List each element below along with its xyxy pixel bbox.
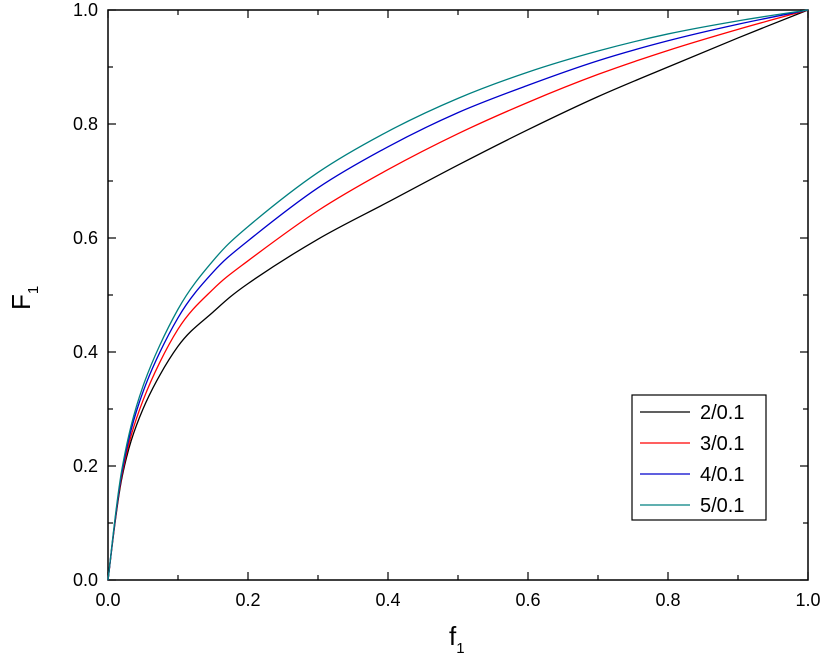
x-tick-label: 0.0: [95, 590, 120, 610]
x-tick-label: 0.2: [235, 590, 260, 610]
y-axis-title: F1: [6, 286, 42, 310]
y-tick-label: 0.2: [73, 456, 98, 476]
y-tick-label: 0.8: [73, 114, 98, 134]
y-tick-label: 0.6: [73, 228, 98, 248]
series-lines: [107, 9, 809, 581]
x-tick-label: 0.6: [515, 590, 540, 610]
legend-box: [631, 394, 767, 521]
series-line-1: [107, 9, 809, 581]
y-tick-label: 0.0: [73, 570, 98, 590]
tick-labels: 0.0 0.2 0.4 0.6 0.8 1.0 0.0 0.2 0.4 0.6 0.8 1.0: [73, 0, 821, 610]
x-axis-title: f1: [449, 621, 465, 657]
legend-label: 4/0.1: [700, 464, 744, 486]
x-tick-label: 0.4: [375, 590, 400, 610]
series-line-3: [107, 9, 809, 581]
y-tick-label: 0.4: [73, 342, 98, 362]
series-line-4: [107, 9, 809, 581]
legend: 2/0.1 3/0.1 4/0.1 5/0.1: [631, 394, 767, 521]
x-tick-label: 1.0: [795, 590, 820, 610]
legend-label: 2/0.1: [700, 402, 744, 424]
y-tick-label: 1.0: [73, 0, 98, 20]
series-line-2: [107, 9, 809, 581]
legend-label: 3/0.1: [700, 433, 744, 455]
legend-label: 5/0.1: [700, 495, 744, 517]
x-tick-label: 0.8: [655, 590, 680, 610]
